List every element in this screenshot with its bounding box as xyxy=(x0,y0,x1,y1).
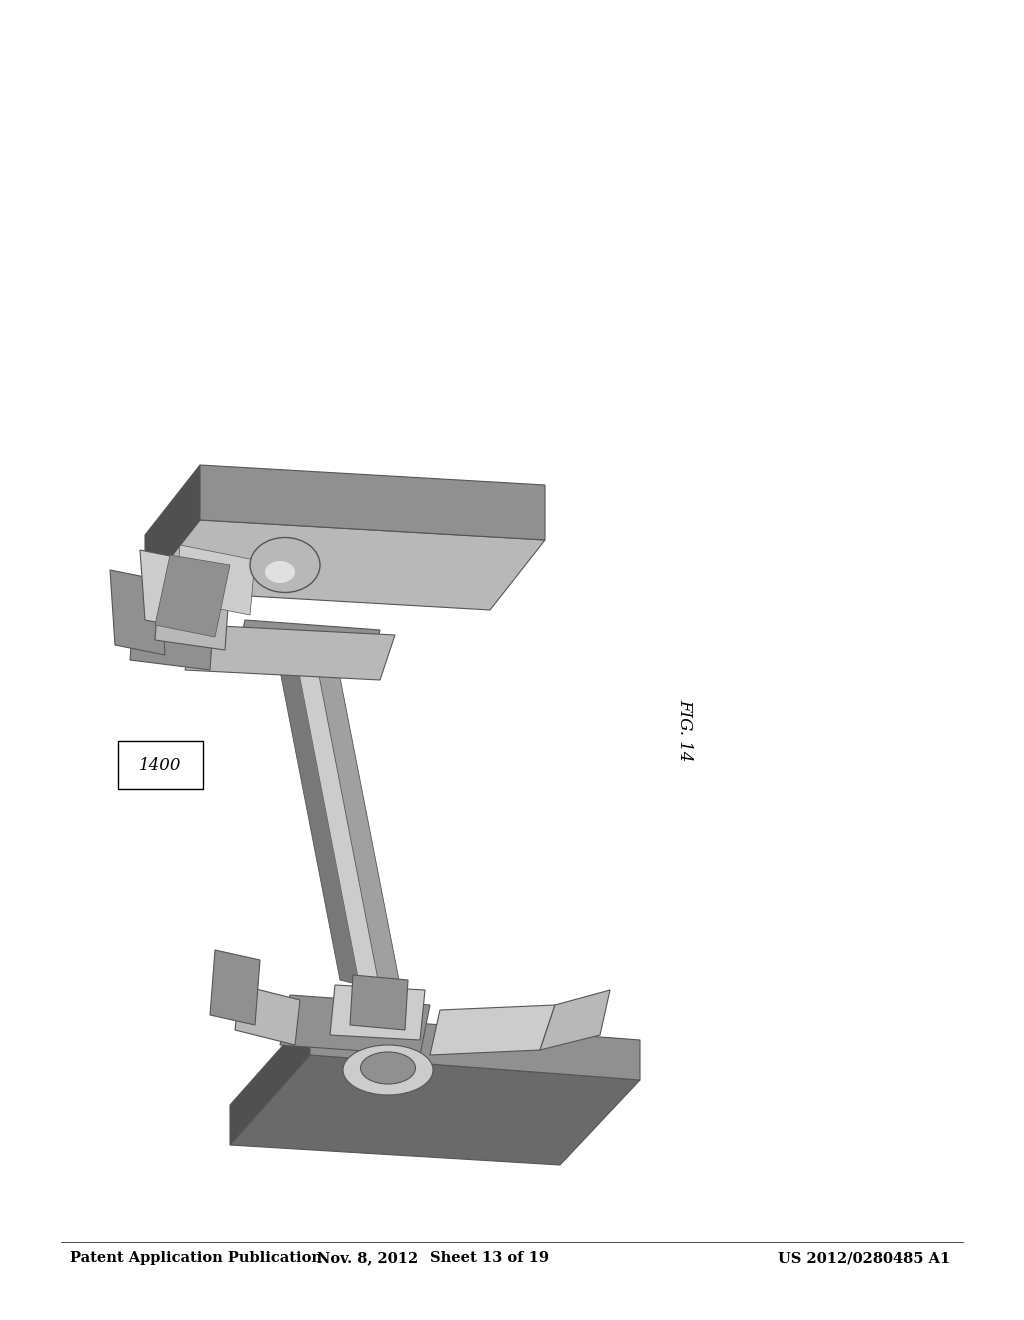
Ellipse shape xyxy=(265,561,295,583)
Polygon shape xyxy=(540,990,610,1049)
Ellipse shape xyxy=(360,1052,416,1084)
Polygon shape xyxy=(185,624,395,680)
Polygon shape xyxy=(350,975,408,1030)
Polygon shape xyxy=(234,985,300,1045)
Polygon shape xyxy=(140,550,195,630)
Polygon shape xyxy=(315,652,400,990)
Polygon shape xyxy=(110,570,165,655)
Polygon shape xyxy=(275,645,360,985)
Polygon shape xyxy=(330,985,425,1040)
Text: Nov. 8, 2012: Nov. 8, 2012 xyxy=(317,1251,419,1265)
Polygon shape xyxy=(155,570,230,649)
Bar xyxy=(118,741,203,789)
Polygon shape xyxy=(230,1015,310,1144)
Polygon shape xyxy=(200,465,545,540)
Text: 1400: 1400 xyxy=(138,756,181,774)
Polygon shape xyxy=(295,649,380,990)
Polygon shape xyxy=(175,545,255,615)
Polygon shape xyxy=(130,590,215,671)
Ellipse shape xyxy=(250,537,319,593)
Polygon shape xyxy=(280,995,430,1055)
Polygon shape xyxy=(234,620,380,675)
Polygon shape xyxy=(155,554,230,638)
Polygon shape xyxy=(430,1005,555,1055)
Ellipse shape xyxy=(343,1045,433,1096)
Polygon shape xyxy=(145,520,545,610)
Text: US 2012/0280485 A1: US 2012/0280485 A1 xyxy=(778,1251,950,1265)
Text: Sheet 13 of 19: Sheet 13 of 19 xyxy=(430,1251,550,1265)
Polygon shape xyxy=(230,1055,640,1166)
Text: FIG. 14: FIG. 14 xyxy=(677,698,693,762)
Polygon shape xyxy=(310,1015,640,1080)
Text: Patent Application Publication: Patent Application Publication xyxy=(70,1251,322,1265)
Polygon shape xyxy=(145,465,200,590)
Polygon shape xyxy=(210,950,260,1026)
